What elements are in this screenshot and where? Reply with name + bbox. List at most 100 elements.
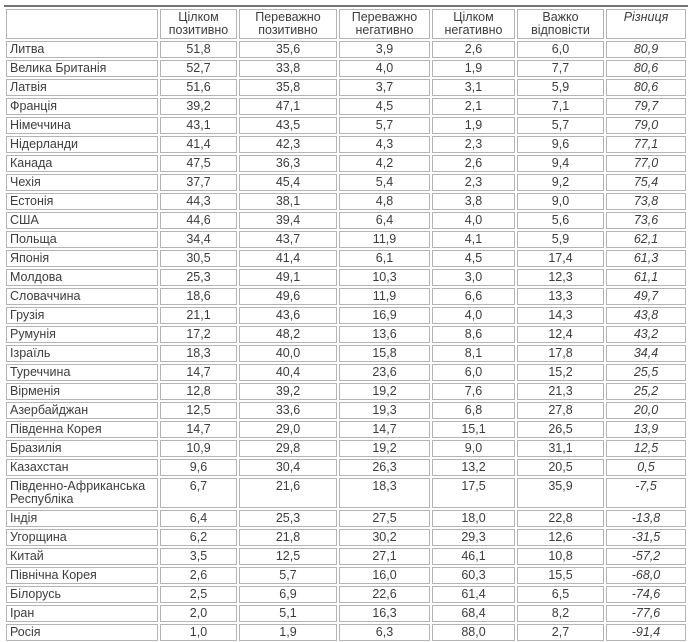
value-cell: 61,4 — [432, 586, 515, 603]
difference-cell: 80,6 — [606, 79, 686, 96]
country-cell: США — [6, 212, 158, 229]
value-cell: 6,5 — [517, 586, 604, 603]
table-body: Литва 51,8 35,6 3,9 2,6 6,0 80,9 Велика Британі… — [6, 41, 686, 641]
value-cell: 46,1 — [432, 548, 515, 565]
value-cell: 27,5 — [339, 510, 430, 527]
difference-cell: 79,0 — [606, 117, 686, 134]
country-cell: Чехія — [6, 174, 158, 191]
value-cell: 9,0 — [517, 193, 604, 210]
value-cell: 35,9 — [517, 478, 604, 508]
value-cell: 3,1 — [432, 79, 515, 96]
value-cell: 8,2 — [517, 605, 604, 622]
value-cell: 35,8 — [239, 79, 337, 96]
value-cell: 16,0 — [339, 567, 430, 584]
value-cell: 4,8 — [339, 193, 430, 210]
country-cell: Туреччина — [6, 364, 158, 381]
value-cell: 41,4 — [239, 250, 337, 267]
header-mostly-negative: Переважно негативно — [339, 9, 430, 39]
header-row: Цілком позитивно Переважно позитивно Пер… — [6, 9, 686, 39]
value-cell: 27,1 — [339, 548, 430, 565]
country-cell: Польща — [6, 231, 158, 248]
value-cell: 6,0 — [432, 364, 515, 381]
country-cell: Бразилія — [6, 440, 158, 457]
difference-cell: -7,5 — [606, 478, 686, 508]
value-cell: 39,4 — [239, 212, 337, 229]
difference-cell: 77,0 — [606, 155, 686, 172]
table-row: Північна Корея 2,6 5,7 16,0 60,3 15,5 -68,0 — [6, 567, 686, 584]
header-fully-negative: Цілком негативно — [432, 9, 515, 39]
value-cell: 18,3 — [160, 345, 237, 362]
value-cell: 2,7 — [517, 624, 604, 641]
header-difference: Різниця — [606, 9, 686, 39]
value-cell: 26,3 — [339, 459, 430, 476]
value-cell: 3,8 — [432, 193, 515, 210]
value-cell: 27,8 — [517, 402, 604, 419]
value-cell: 43,1 — [160, 117, 237, 134]
value-cell: 2,1 — [432, 98, 515, 115]
value-cell: 1,0 — [160, 624, 237, 641]
value-cell: 2,3 — [432, 136, 515, 153]
difference-cell: 79,7 — [606, 98, 686, 115]
value-cell: 47,5 — [160, 155, 237, 172]
table-row: Німеччина 43,1 43,5 5,7 1,9 5,7 79,0 — [6, 117, 686, 134]
difference-cell: -31,5 — [606, 529, 686, 546]
difference-cell: 13,9 — [606, 421, 686, 438]
country-cell: Південно-Африканська Республіка — [6, 478, 158, 508]
value-cell: 2,5 — [160, 586, 237, 603]
table-row: Польща 34,4 43,7 11,9 4,1 5,9 62,1 — [6, 231, 686, 248]
value-cell: 7,6 — [432, 383, 515, 400]
value-cell: 5,7 — [339, 117, 430, 134]
table-row: Грузія 21,1 43,6 16,9 4,0 14,3 43,8 — [6, 307, 686, 324]
value-cell: 9,0 — [432, 440, 515, 457]
country-cell: Північна Корея — [6, 567, 158, 584]
value-cell: 43,5 — [239, 117, 337, 134]
table-row: Росія 1,0 1,9 6,3 88,0 2,7 -91,4 — [6, 624, 686, 641]
value-cell: 6,4 — [160, 510, 237, 527]
value-cell: 44,6 — [160, 212, 237, 229]
value-cell: 10,9 — [160, 440, 237, 457]
value-cell: 51,8 — [160, 41, 237, 58]
value-cell: 42,3 — [239, 136, 337, 153]
value-cell: 22,6 — [339, 586, 430, 603]
value-cell: 21,3 — [517, 383, 604, 400]
value-cell: 17,5 — [432, 478, 515, 508]
value-cell: 29,0 — [239, 421, 337, 438]
value-cell: 11,9 — [339, 231, 430, 248]
value-cell: 36,3 — [239, 155, 337, 172]
difference-cell: 61,1 — [606, 269, 686, 286]
value-cell: 68,4 — [432, 605, 515, 622]
value-cell: 2,3 — [432, 174, 515, 191]
header-mostly-positive: Переважно позитивно — [239, 9, 337, 39]
table-row: Іран 2,0 5,1 16,3 68,4 8,2 -77,6 — [6, 605, 686, 622]
value-cell: 3,5 — [160, 548, 237, 565]
table-row: Вірменія 12,8 39,2 19,2 7,6 21,3 25,2 — [6, 383, 686, 400]
difference-cell: -68,0 — [606, 567, 686, 584]
country-cell: Азербайджан — [6, 402, 158, 419]
country-cell: Канада — [6, 155, 158, 172]
value-cell: 10,8 — [517, 548, 604, 565]
value-cell: 10,3 — [339, 269, 430, 286]
value-cell: 48,2 — [239, 326, 337, 343]
value-cell: 3,9 — [339, 41, 430, 58]
country-cell: Литва — [6, 41, 158, 58]
value-cell: 49,6 — [239, 288, 337, 305]
table-row: Білорусь 2,5 6,9 22,6 61,4 6,5 -74,6 — [6, 586, 686, 603]
table-row: Угорщина 6,2 21,8 30,2 29,3 12,6 -31,5 — [6, 529, 686, 546]
value-cell: 21,8 — [239, 529, 337, 546]
country-cell: Молдова — [6, 269, 158, 286]
value-cell: 40,4 — [239, 364, 337, 381]
value-cell: 11,9 — [339, 288, 430, 305]
difference-cell: 49,7 — [606, 288, 686, 305]
value-cell: 20,5 — [517, 459, 604, 476]
value-cell: 49,1 — [239, 269, 337, 286]
country-cell: Словаччина — [6, 288, 158, 305]
value-cell: 45,4 — [239, 174, 337, 191]
difference-cell: 12,5 — [606, 440, 686, 457]
value-cell: 1,9 — [432, 117, 515, 134]
value-cell: 19,2 — [339, 383, 430, 400]
value-cell: 4,0 — [432, 307, 515, 324]
value-cell: 40,0 — [239, 345, 337, 362]
table-row: Канада 47,5 36,3 4,2 2,6 9,4 77,0 — [6, 155, 686, 172]
table-row: Азербайджан 12,5 33,6 19,3 6,8 27,8 20,0 — [6, 402, 686, 419]
